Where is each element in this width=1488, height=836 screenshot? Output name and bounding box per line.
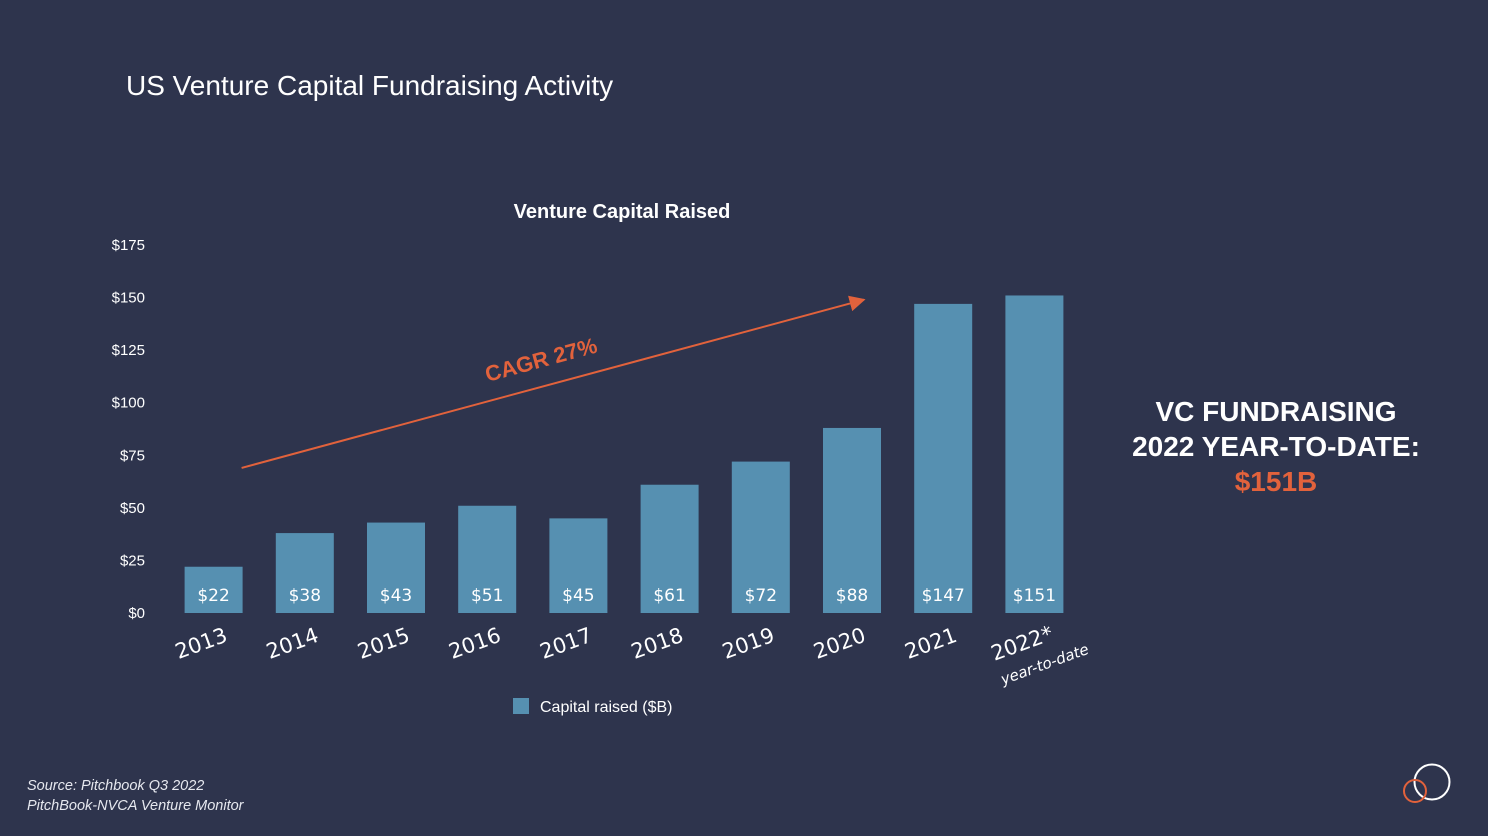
bar [731,461,790,613]
bar-data-label: $88 [836,586,868,606]
y-tick-label: $100 [112,395,145,412]
bar [1005,295,1064,613]
callout-value: $151B [1234,466,1318,497]
interlocking-circles-icon [1403,763,1451,803]
x-tick-label: 2018 [628,623,686,664]
source-line-2: PitchBook-NVCA Venture Monitor [27,798,244,814]
bar-data-label: $61 [653,586,685,606]
legend-swatch [513,698,529,714]
bar [367,522,425,613]
slide-title: US Venture Capital Fundraising Activity [126,70,614,101]
bar-data-label: $22 [197,586,229,606]
x-tick-label: 2013 [172,623,230,664]
bar [184,566,243,613]
y-tick-label: $125 [112,342,145,359]
y-axis: $0 $25 $50 $75 $100 $125 $150 $175 [112,237,145,622]
bar [275,533,334,613]
x-tick-label: 2014 [263,623,321,664]
legend-label: Capital raised ($B) [540,699,673,716]
bar-data-label: $147 [922,586,965,606]
x-tick-label: 2020 [810,623,868,664]
bar [823,427,881,613]
bar-data-label: $51 [471,586,503,606]
source-note: Source: Pitchbook Q3 2022 PitchBook-NVCA… [27,776,244,816]
y-tick-label: $75 [120,447,145,464]
trend-arrow [241,295,866,469]
callout-line-1: VC FUNDRAISING [1155,396,1397,427]
bars: $22 $38 $43 $51 $45 $61 $72 $88 $147 $151 [184,295,1064,613]
x-tick-label: 2016 [446,623,504,664]
bar-data-label: $45 [562,586,594,606]
x-tick-label: 2021 [902,623,960,664]
y-tick-label: $0 [128,605,145,622]
bar [914,303,973,613]
y-tick-label: $175 [112,237,145,254]
chart-title: Venture Capital Raised [514,201,731,223]
y-tick-label: $150 [112,290,145,307]
x-tick-label: 2015 [354,623,412,664]
fundraising-callout: VC FUNDRAISING 2022 YEAR-TO-DATE: $151B [1100,394,1452,499]
x-tick-label: 2017 [537,623,595,664]
x-tick-label: 2019 [719,623,777,664]
legend: Capital raised ($B) [513,698,673,716]
y-tick-label: $50 [120,500,145,517]
x-axis: 2013 2014 2015 2016 2017 2018 2019 2020 2021 2022… [172,621,1091,689]
y-tick-label: $25 [120,552,145,569]
bar-data-label: $43 [380,586,412,606]
bar-data-label: $151 [1013,586,1056,606]
callout-line-2: 2022 YEAR-TO-DATE: [1132,431,1420,462]
bar-data-label: $72 [745,586,777,606]
cagr-label: CAGR 27% [482,333,599,387]
bar-data-label: $38 [289,586,321,606]
cagr-trend: CAGR 27% [241,295,866,469]
source-line-1: Source: Pitchbook Q3 2022 [27,778,205,794]
bar [458,505,517,613]
bar [549,518,608,613]
bar [640,484,699,613]
